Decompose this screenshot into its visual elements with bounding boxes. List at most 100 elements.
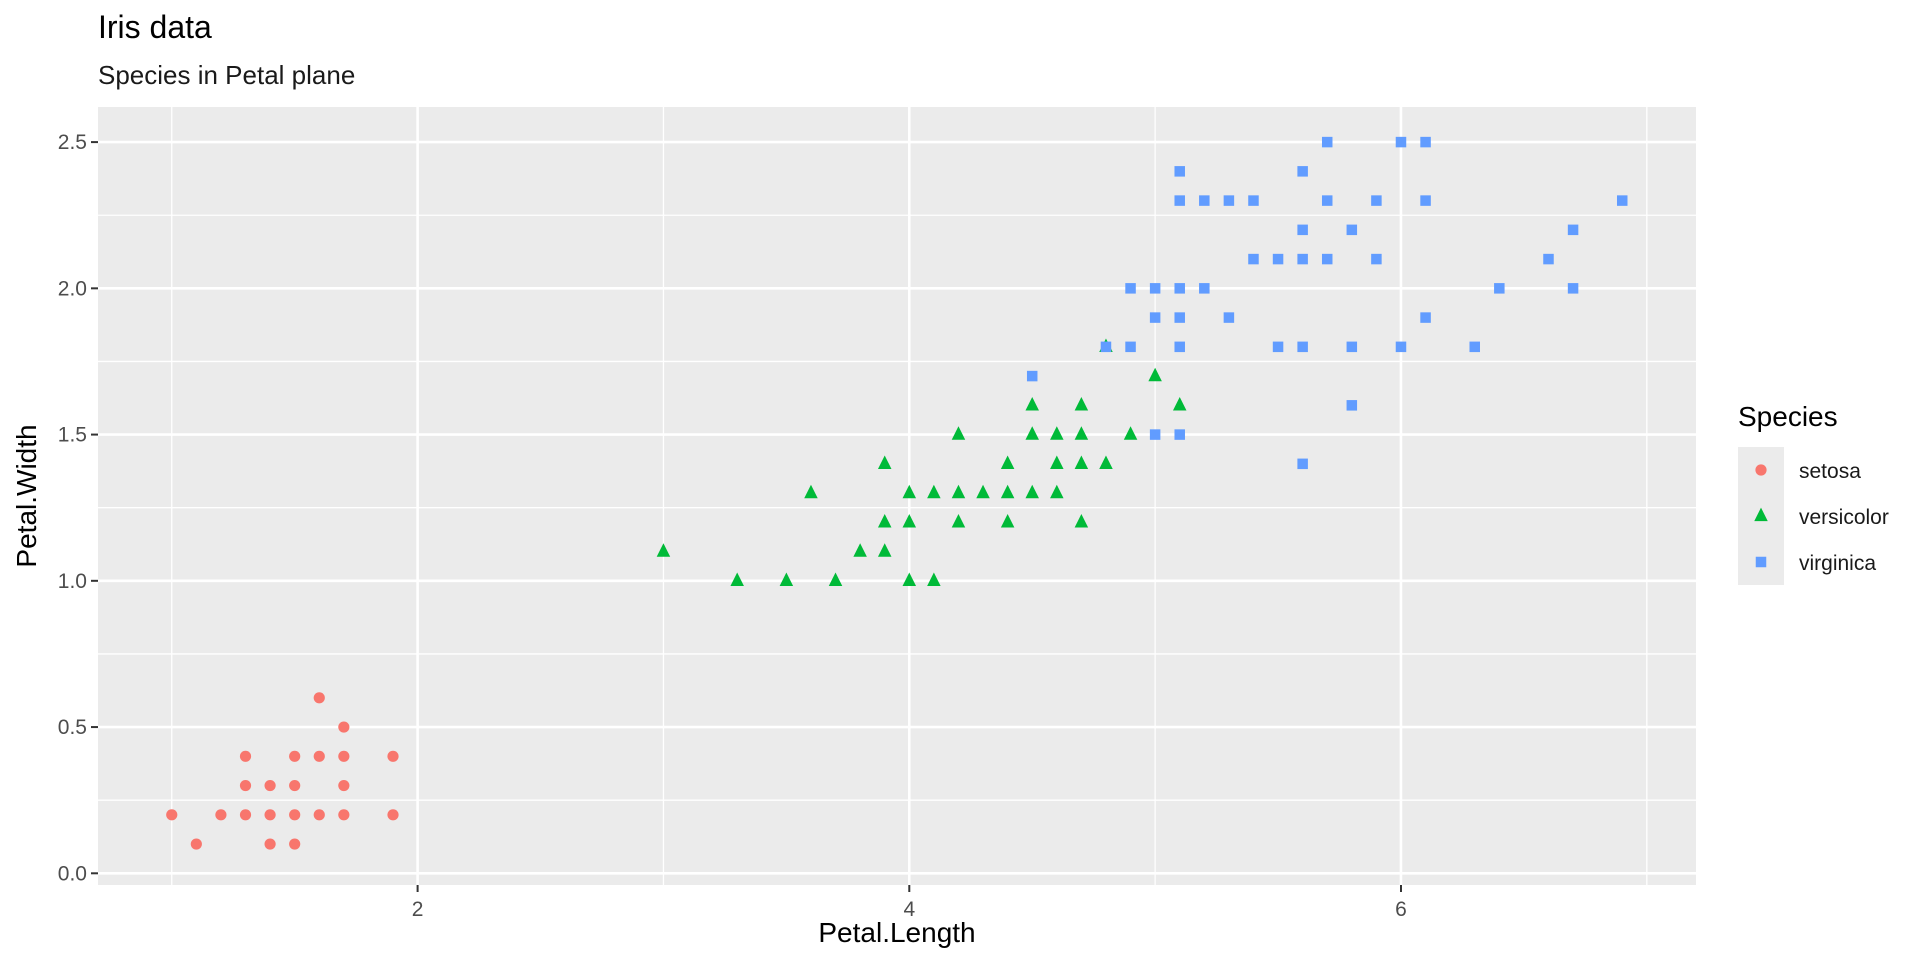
point-versicolor [1074,513,1089,528]
point-setosa [313,809,325,821]
point-versicolor [1050,455,1064,469]
point-virginica [1199,195,1210,206]
point-virginica [1297,458,1308,470]
point-virginica [1371,253,1382,265]
legend-symbol-setosa [1755,464,1767,476]
point-versicolor [1025,484,1039,499]
point-setosa [190,838,202,850]
point-setosa [387,809,399,821]
point-virginica [1125,283,1136,294]
point-setosa [289,750,301,762]
point-setosa [313,750,325,762]
y-tick-label: 0.5 [58,716,87,739]
point-versicolor [1099,455,1113,469]
legend-symbol-versicolor [1754,507,1768,522]
point-setosa [264,809,276,821]
point-virginica [1420,136,1431,148]
point-virginica [1174,195,1185,206]
point-versicolor [804,484,818,499]
legend: Species setosa versicolor virginica [1738,401,1889,585]
point-versicolor [1074,396,1089,411]
point-virginica [1616,195,1628,206]
point-versicolor [1172,396,1187,411]
point-virginica [1567,224,1579,236]
point-versicolor [976,484,990,499]
point-virginica [1321,195,1333,206]
point-virginica [1149,429,1161,440]
point-versicolor [1025,396,1039,411]
point-setosa [313,692,325,704]
point-versicolor [1148,367,1162,382]
point-versicolor [1050,484,1064,499]
y-tick-label: 2.0 [58,277,87,300]
y-tick-label: 2.5 [58,131,87,154]
point-setosa [289,779,301,792]
plot-panel [98,107,1696,885]
point-virginica [1420,195,1431,206]
point-versicolor [951,426,966,440]
x-tick-label: 2 [412,898,424,921]
point-virginica [1174,312,1185,323]
point-virginica [1321,136,1333,148]
legend-title: Species [1738,401,1838,432]
y-tick-label: 1.0 [58,570,87,593]
point-versicolor [927,484,941,499]
point-virginica [1149,283,1161,294]
point-virginica [1297,253,1308,265]
point-setosa [264,838,276,850]
chart-title: Iris data [98,9,212,45]
point-virginica [1346,341,1358,353]
point-virginica [1321,253,1333,265]
point-setosa [387,750,399,762]
point-setosa [338,809,350,821]
point-virginica [1248,253,1259,265]
point-versicolor [927,572,941,586]
point-setosa [338,750,350,762]
point-versicolor [656,543,671,557]
point-versicolor [730,572,744,586]
point-virginica [1494,283,1505,294]
point-versicolor [877,455,892,469]
point-virginica [1272,341,1284,353]
point-versicolor [1074,426,1089,440]
point-virginica [1297,166,1308,177]
data-points [166,136,1628,850]
point-versicolor [1050,426,1064,440]
point-virginica [1248,195,1259,206]
point-setosa [166,809,178,821]
y-axis-title: Petal.Width [11,424,42,567]
x-tick-label: 6 [1395,898,1407,921]
point-versicolor [1000,455,1015,469]
point-versicolor [828,572,843,586]
point-versicolor [902,484,917,499]
point-virginica [1469,341,1480,353]
point-setosa [338,779,350,792]
point-virginica [1346,224,1358,236]
point-versicolor [951,484,966,499]
point-virginica [1543,253,1554,265]
grid-lines [98,107,1696,885]
point-setosa [239,779,252,792]
legend-label-setosa: setosa [1799,460,1861,483]
legend-keys: setosa versicolor virginica [1738,447,1889,585]
point-virginica [1125,341,1136,353]
point-setosa [239,809,252,821]
point-virginica [1297,341,1308,353]
point-virginica [1199,283,1210,294]
point-virginica [1149,312,1161,323]
point-versicolor [877,513,892,528]
point-virginica [1174,283,1185,294]
point-versicolor [853,543,867,557]
axis-ticks: 2 4 6 0.0 0.5 1.0 1.5 2.0 2.5 [58,131,1407,921]
point-virginica [1272,253,1284,265]
point-setosa [239,750,252,762]
point-virginica [1174,166,1185,177]
point-virginica [1223,195,1235,206]
point-setosa [289,809,301,821]
point-virginica [1567,283,1579,294]
point-virginica [1174,429,1185,440]
point-virginica [1346,400,1358,411]
point-virginica [1223,312,1235,323]
legend-label-versicolor: versicolor [1799,506,1889,529]
